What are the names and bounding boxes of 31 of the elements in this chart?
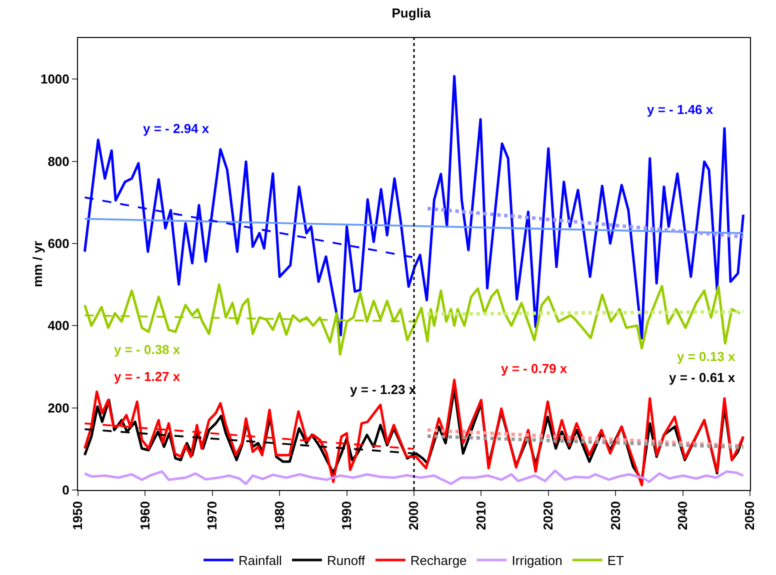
legend-label: ET: [607, 553, 624, 568]
x-tick-label: 2010: [473, 501, 488, 530]
x-tick-label: 2030: [608, 501, 623, 530]
legend-label: Rainfall: [238, 553, 282, 568]
y-tick-label: 0: [62, 482, 70, 498]
annotation: y = - 0.79 x: [501, 361, 568, 376]
x-tick-label: 1990: [339, 501, 354, 530]
x-tick-label: 2050: [742, 501, 758, 530]
annotation: y = - 1.46 x: [647, 102, 714, 117]
annotation: y = - 1.27 x: [114, 369, 181, 384]
x-tick-label: 1970: [204, 501, 220, 530]
y-axis-title: mm / yr: [30, 240, 45, 288]
y-tick-label: 800: [48, 154, 70, 169]
x-tick-label: 1980: [272, 501, 287, 530]
x-tick-label: 1950: [70, 501, 86, 530]
y-tick-label: 200: [48, 400, 70, 416]
annotation: y = - 0.38 x: [114, 342, 181, 357]
y-tick-label: 600: [48, 236, 70, 251]
legend-label: Recharge: [410, 553, 467, 568]
y-tick-label: 400: [48, 318, 70, 334]
y-tick-label: 1000: [40, 72, 70, 87]
legend-label: Runoff: [326, 553, 366, 568]
x-tick-label: 2000: [406, 501, 422, 530]
x-tick-label: 1960: [137, 501, 152, 530]
x-tick-label: 2040: [675, 501, 690, 530]
annotation: y = - 0.61 x: [669, 370, 736, 385]
annotation: y = 0.13 x: [677, 349, 736, 364]
annotation: y = - 2.94 x: [143, 121, 210, 136]
chart-title: Puglia: [392, 6, 432, 21]
legend-label: Irrigation: [512, 553, 562, 568]
x-tick-label: 2020: [540, 501, 556, 530]
